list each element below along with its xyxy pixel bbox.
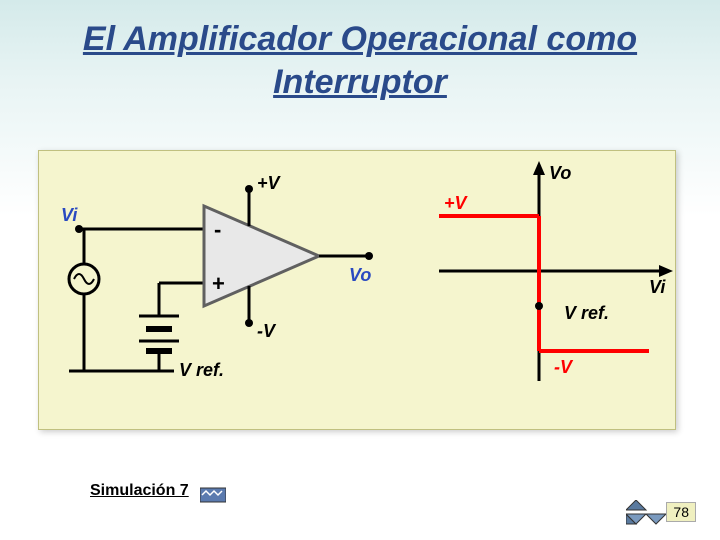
axis-vo: Vo [549, 163, 571, 183]
slide-title: El Amplificador Operacional como Interru… [0, 0, 720, 113]
title-line1: El Amplificador Operacional como [83, 20, 637, 58]
graph-vref: V ref. [564, 303, 609, 323]
label-plusV-supply: +V [257, 173, 282, 193]
diagram-panel: Vi V ref. - + +V -V Vo [38, 150, 676, 430]
graph-plusV: +V [444, 193, 469, 213]
label-vi: Vi [61, 205, 78, 225]
circuit-diagram: Vi V ref. - + +V -V Vo [39, 151, 677, 431]
sim-icon[interactable] [200, 484, 226, 504]
label-vref: V ref. [179, 360, 224, 380]
page-number: 78 [666, 502, 696, 522]
title-line2: Interruptor [273, 63, 447, 101]
opamp-plus: + [212, 271, 225, 296]
label-minusV-supply: -V [257, 321, 277, 341]
nav-triangles-icon[interactable] [626, 500, 666, 528]
opamp-minus: - [214, 217, 221, 242]
graph-minusV: -V [554, 357, 574, 377]
axis-vi: Vi [649, 277, 666, 297]
label-vo-out: Vo [349, 265, 371, 285]
simulation-link[interactable]: Simulación 7 [90, 482, 189, 500]
